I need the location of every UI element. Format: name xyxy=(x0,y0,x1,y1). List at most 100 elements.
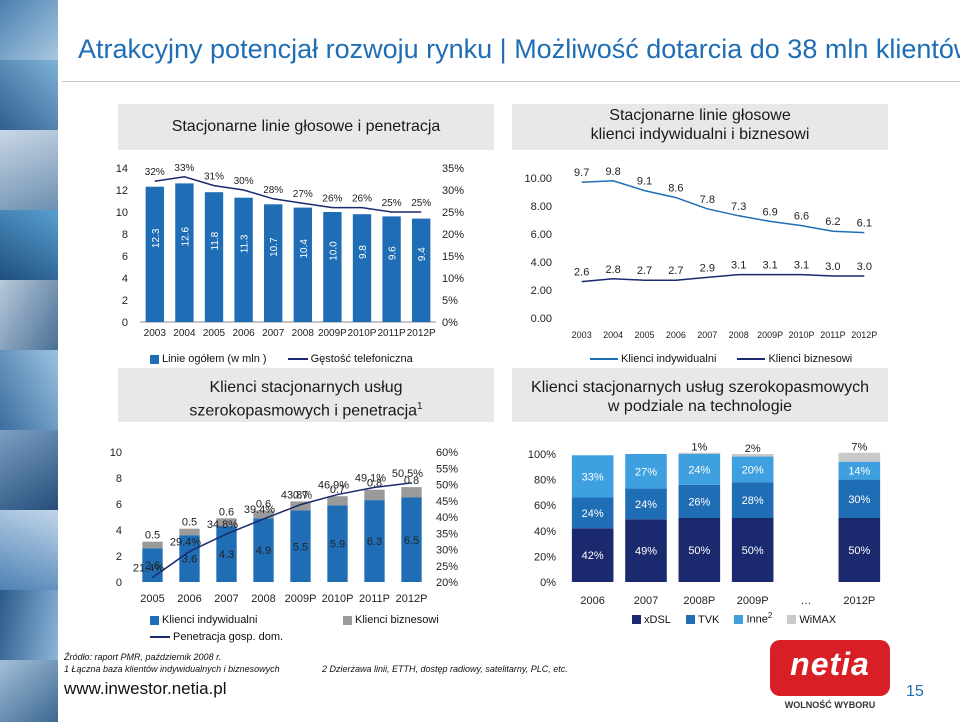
chart1-bar-label: 9.8 xyxy=(358,245,369,259)
chart1-bar-label: 11.3 xyxy=(240,234,251,253)
chart2-point-label: 3.1 xyxy=(731,260,746,272)
chart1-y-tick-right: 30% xyxy=(442,185,464,197)
chart2-point-label: 8.6 xyxy=(668,183,683,195)
chart3-x-tick: 2008 xyxy=(251,593,275,605)
website-link[interactable]: www.inwestor.netia.pl xyxy=(64,679,227,698)
legend-swatch xyxy=(150,354,159,364)
chart3-line-series xyxy=(152,482,412,579)
chart2-title: Stacjonarne linie głosowe klienci indywi… xyxy=(590,107,810,143)
chart2-point-label: 2.7 xyxy=(668,265,683,277)
netia-logo: netia WOLNOŚĆ WYBORU xyxy=(770,640,890,716)
legend-swatch xyxy=(632,615,641,625)
chart2-point-label: 6.9 xyxy=(762,206,777,218)
chart1-x-tick: 2003 xyxy=(144,328,167,339)
chart3-bar-label: 0.6 xyxy=(256,499,271,511)
logo-mark xyxy=(770,640,890,696)
chart2-point-label: 2.8 xyxy=(605,264,620,276)
chart1-title-panel xyxy=(118,104,494,150)
footnote-1: 1 Łączna baza klientów indywidualnych i … xyxy=(64,664,280,674)
legend-label: Klienci biznesowi xyxy=(355,614,439,626)
chart2-x-tick: 2005 xyxy=(634,330,654,340)
chart2-x-tick: 2011P xyxy=(820,330,845,340)
chart2-x-tick: 2010P xyxy=(788,330,814,340)
legend-label: TVK xyxy=(697,613,720,626)
chart2-point-label: 9.7 xyxy=(574,167,589,179)
chart4-segment-label: 20% xyxy=(742,464,764,476)
chart3-title-panel xyxy=(118,368,494,422)
chart3-legend-row: Penetracja gosp. dom. xyxy=(150,629,457,646)
chart4-segment-label: 24% xyxy=(688,464,710,476)
chart3-legend-item: Penetracja gosp. dom. xyxy=(150,629,283,646)
chart4-legend-item: xDSL xyxy=(632,614,671,626)
chart1-line-label: 26% xyxy=(352,194,372,205)
chart1-x-tick: 2005 xyxy=(203,328,226,339)
chart3-bar-individual xyxy=(327,505,348,582)
chart1-x-tick: 2010P xyxy=(348,328,377,339)
chart4-bar-segment xyxy=(678,452,721,454)
chart3-bar-business xyxy=(327,496,348,506)
chart3-bar-label: 6.3 xyxy=(367,536,382,548)
chart3-title: Klienci stacjonarnych usług szerokopasmo… xyxy=(118,378,494,420)
chart3-legend-row: Klienci indywidualni Klienci biznesowi xyxy=(150,612,457,629)
chart3-legend-item: Klienci indywidualni xyxy=(150,612,325,629)
chart1-bar-label: 9.6 xyxy=(388,246,399,260)
legend-swatch xyxy=(150,615,159,625)
chart2-y-tick: 6.00 xyxy=(531,229,552,241)
chart1-y-tick-left: 14 xyxy=(116,163,128,175)
chart3-line-label: 49.1% xyxy=(355,472,386,484)
chart1-bar xyxy=(293,207,312,322)
legend-label: Klienci indywidualni xyxy=(621,353,717,365)
chart3-bar-label: 0.6 xyxy=(219,506,234,518)
chart4-bar-segment xyxy=(731,518,774,582)
chart2-point-label: 7.8 xyxy=(700,194,715,206)
legend-swatch xyxy=(737,358,766,361)
chart2-x-tick: 2012P xyxy=(851,330,877,340)
chart3-bar-label: 5.9 xyxy=(330,539,345,551)
chart4-bar-segment xyxy=(678,454,721,485)
chart1-bar xyxy=(234,197,253,322)
chart4-bar-segment xyxy=(625,519,667,582)
chart1-y-tick-left: 10 xyxy=(116,207,128,219)
chart3-bar-business xyxy=(179,528,200,536)
chart1-y-tick-left: 12 xyxy=(116,185,128,197)
chart4-x-tick: 2007 xyxy=(634,595,658,607)
chart4-bar-segment xyxy=(731,454,774,457)
chart3-bar-label: 3.6 xyxy=(182,554,197,566)
chart4-bar-segment xyxy=(731,482,774,518)
chart2-y-tick: 0.00 xyxy=(531,313,552,325)
chart1-y-tick-right: 25% xyxy=(442,207,464,219)
chart1-bar xyxy=(352,214,372,322)
chart4-title-panel xyxy=(512,368,888,422)
chart2-x-tick: 2003 xyxy=(572,330,592,340)
chart1-title: Stacjonarne linie głosowe i penetracja xyxy=(171,118,441,135)
chart2-legend: Klienci indywidualni Klienci biznesowi xyxy=(590,353,870,365)
chart3-bar-individual xyxy=(401,497,422,582)
chart2-point-label: 3.0 xyxy=(825,261,840,273)
legend-label: Klienci indywidualni xyxy=(162,614,258,626)
chart1-bar-label: 10.4 xyxy=(299,239,310,259)
chart4-bar-segment xyxy=(678,518,721,582)
chart3-bar-business xyxy=(142,541,163,549)
chart1-bar xyxy=(323,212,342,322)
logo-wordmark: netia xyxy=(790,646,870,682)
chart3-line-label: 34.8% xyxy=(207,519,238,531)
chart1-line-label: 30% xyxy=(234,176,254,187)
chart1-bar-label: 12.3 xyxy=(151,228,162,248)
chart1-y-tick-right: 35% xyxy=(442,163,464,175)
legend-footnote-mark: 2 xyxy=(767,611,773,620)
chart4-bar-segment xyxy=(625,454,667,489)
chart1-legend-item: Gęstość telefoniczna xyxy=(287,353,413,365)
strip-photo xyxy=(0,430,58,510)
chart3-bar-business xyxy=(364,489,385,501)
chart3-title-footnote-mark: 1 xyxy=(417,401,423,412)
chart3-x-tick: 2006 xyxy=(177,593,201,605)
chart2-line-series xyxy=(581,273,865,283)
chart1-line-label: 31% xyxy=(204,172,224,183)
chart3-y-tick-left: 10 xyxy=(110,447,122,459)
strip-photo xyxy=(0,280,58,350)
chart4-segment-label: 50% xyxy=(688,545,710,557)
footnote-2: 2 Dzierżawa linii, ETTH, dostęp radiowy,… xyxy=(322,664,568,674)
legend-label: WiMAX xyxy=(799,613,837,626)
chart3-legend: Klienci indywidualni Klienci biznesowi Pe… xyxy=(150,612,457,646)
chart3-y-tick-right: 40% xyxy=(436,512,458,524)
